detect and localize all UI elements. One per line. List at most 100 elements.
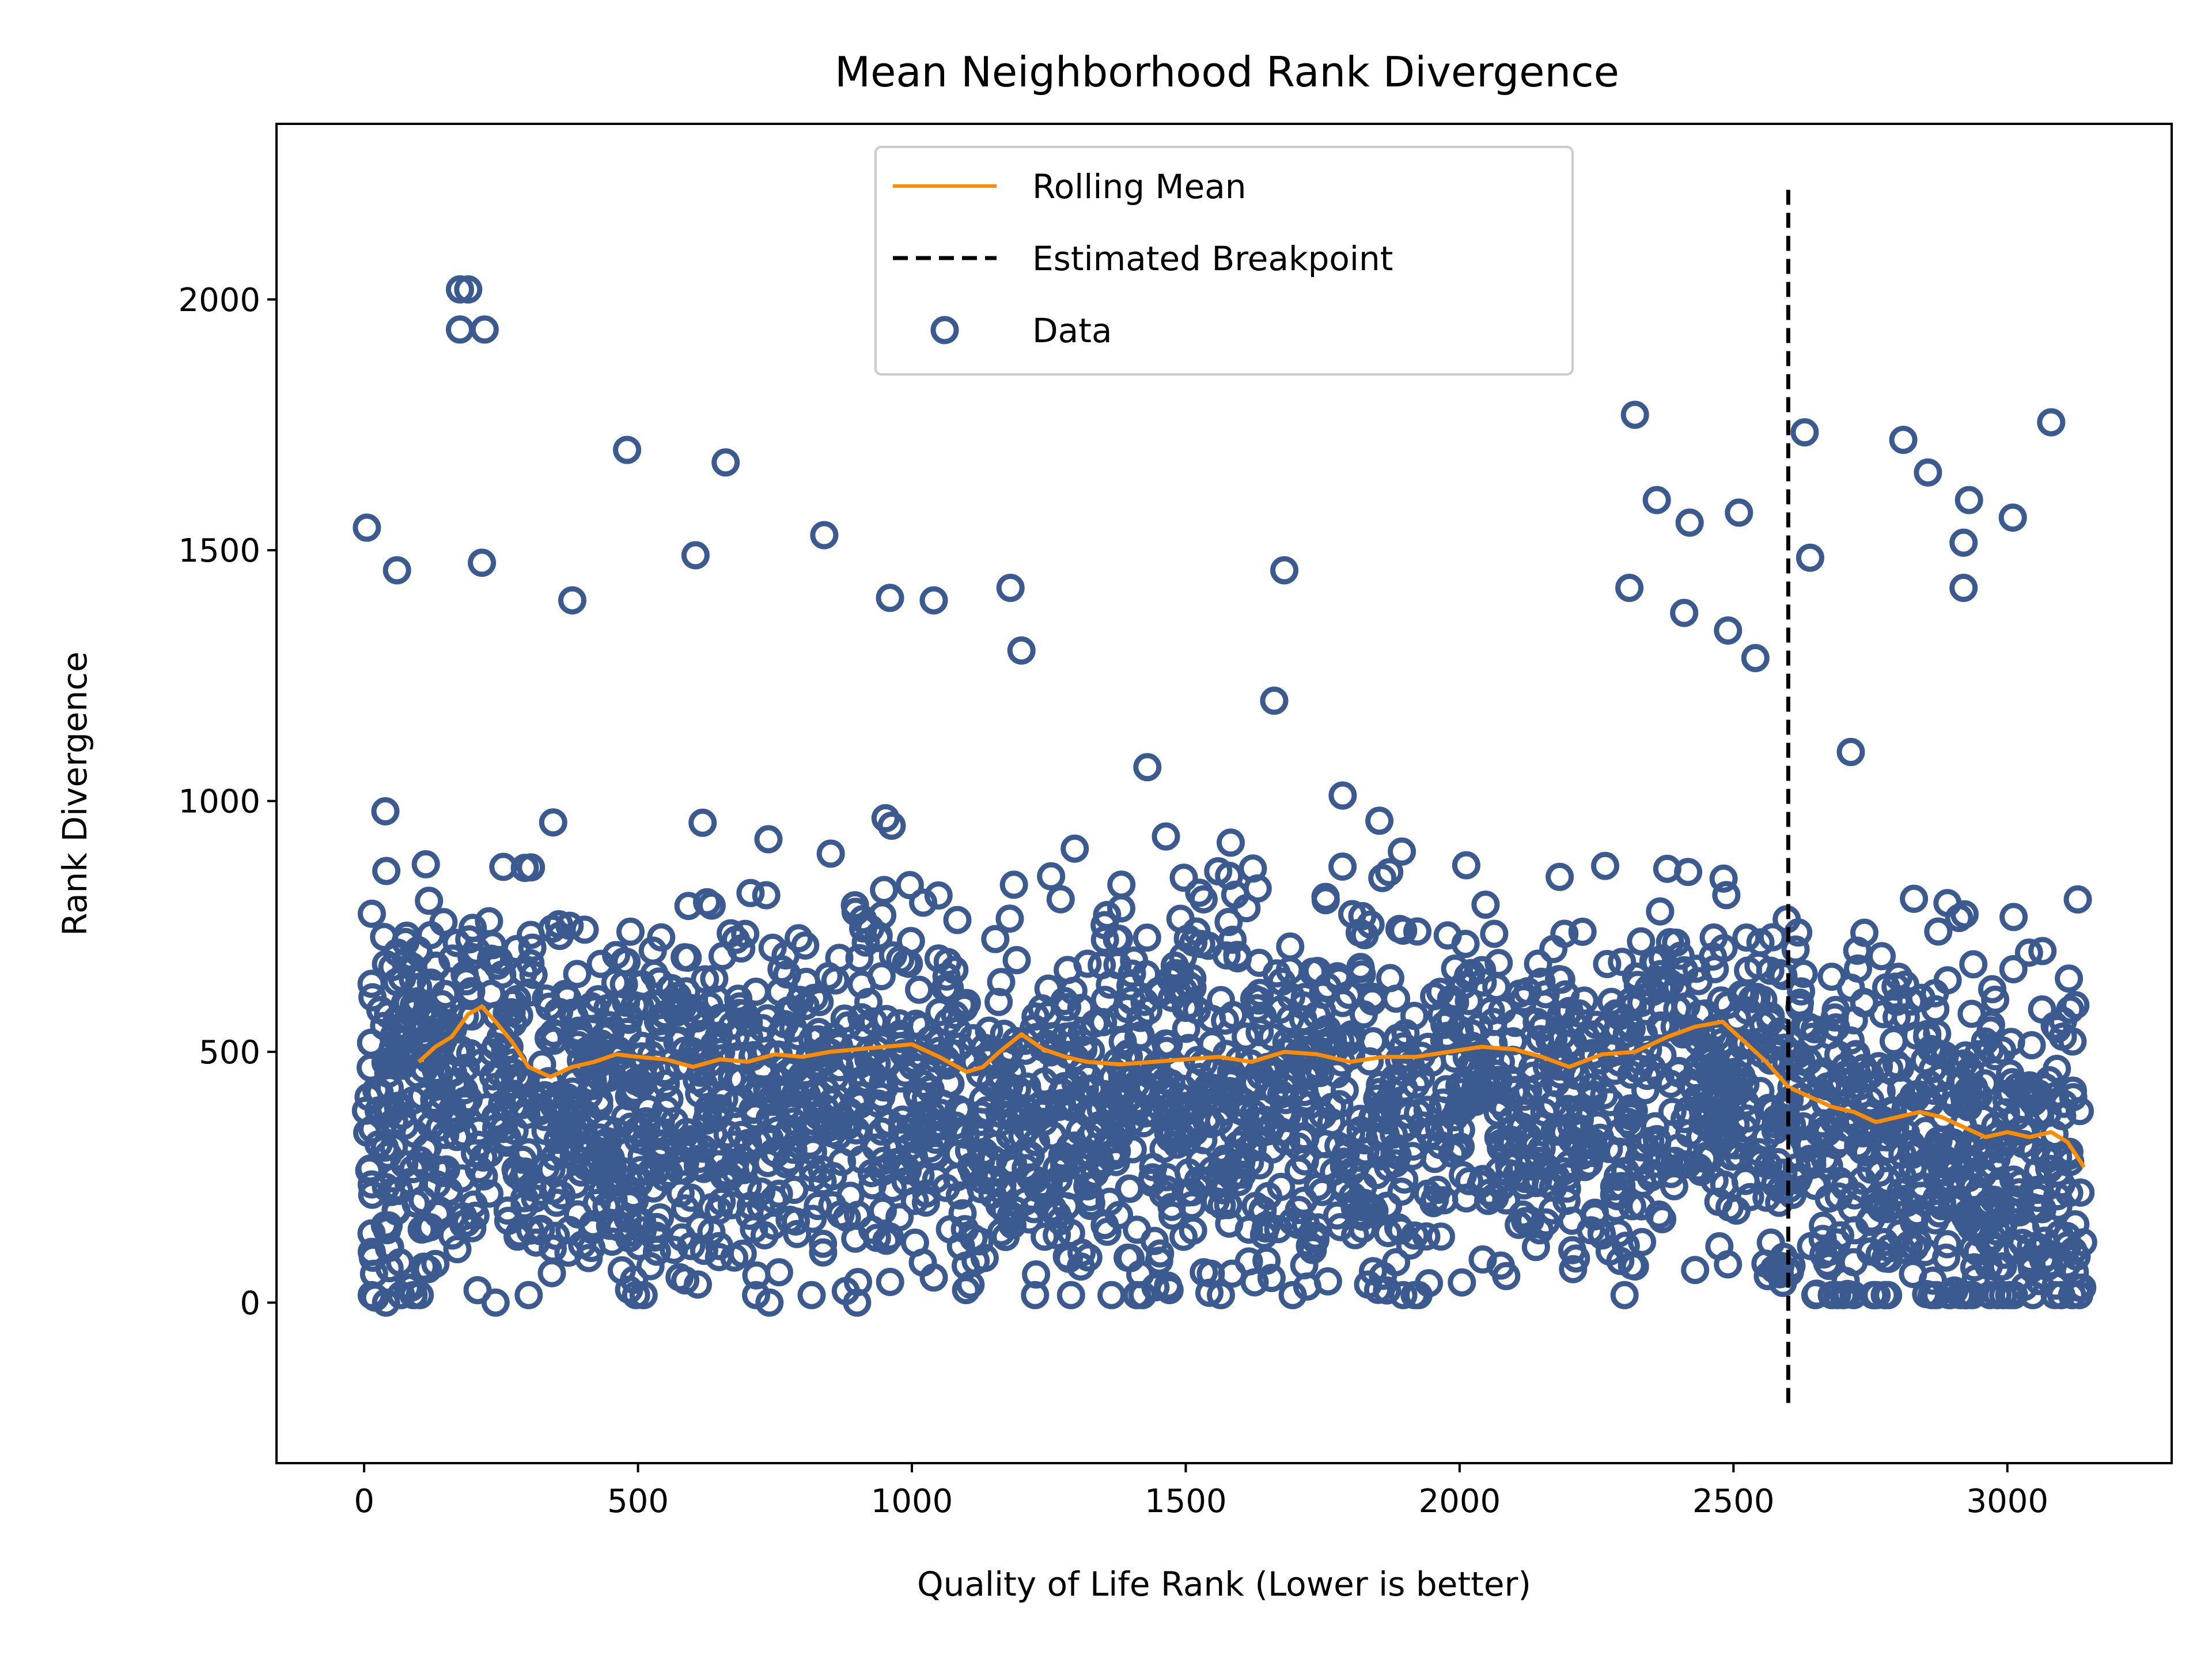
data-point: [1499, 1027, 1528, 1056]
data-point: [1289, 1005, 1317, 1033]
data-point: [1848, 1166, 1877, 1195]
data-point: [1617, 1060, 1646, 1089]
data-point: [382, 556, 411, 585]
data-point: [475, 907, 503, 935]
y-tick-label: 0: [240, 1285, 260, 1322]
data-point: [454, 275, 483, 304]
data-point: [1304, 1172, 1332, 1201]
data-point: [1660, 1012, 1689, 1041]
data-point: [2037, 408, 2066, 437]
data-point: [1590, 1081, 1619, 1109]
data-point: [1643, 1149, 1672, 1178]
data-point: [1116, 1108, 1145, 1137]
x-tick-label: 3000: [1966, 1483, 2048, 1520]
data-point: [1849, 1054, 1878, 1082]
data-point: [845, 944, 874, 972]
data-point: [688, 1152, 716, 1181]
data-point: [1445, 1015, 1474, 1044]
data-point: [1037, 862, 1066, 891]
data-point: [797, 1281, 826, 1309]
data-point: [1194, 931, 1223, 960]
data-point: [1709, 864, 1738, 893]
data-point: [1608, 948, 1637, 976]
legend-data-label: Data: [1032, 311, 1112, 350]
scatter-points: [351, 275, 2097, 1317]
data-point: [1421, 1145, 1449, 1173]
data-point: [895, 871, 924, 899]
data-point: [563, 1132, 592, 1161]
data-point: [1172, 1128, 1201, 1156]
data-point: [2059, 1237, 2088, 1265]
data-point: [481, 1288, 510, 1317]
data-point: [1190, 1166, 1218, 1195]
data-point: [885, 1148, 914, 1177]
data-point: [1511, 1207, 1540, 1236]
data-point: [1224, 1150, 1253, 1179]
data-point: [1789, 1112, 1817, 1141]
data-point: [1052, 1192, 1081, 1221]
data-point: [1524, 949, 1552, 978]
data-point: [393, 1273, 422, 1302]
data-point: [757, 1088, 786, 1116]
data-point: [1718, 1064, 1747, 1092]
data-point: [1275, 956, 1304, 985]
data-point: [547, 1135, 575, 1164]
data-point: [1932, 1243, 1960, 1272]
data-point: [774, 1058, 803, 1087]
data-point: [470, 315, 499, 344]
data-point: [1959, 1173, 1988, 1202]
data-point: [919, 1263, 948, 1292]
data-point: [1856, 1086, 1885, 1115]
data-point: [796, 1129, 824, 1158]
x-tick-label: 500: [607, 1483, 669, 1520]
data-point: [1808, 1225, 1837, 1253]
data-point: [1539, 1090, 1567, 1119]
data-point: [1595, 1237, 1624, 1266]
data-point: [700, 964, 729, 993]
data-point: [514, 1281, 543, 1309]
data-point: [809, 1238, 838, 1267]
data-point: [1376, 964, 1404, 993]
data-point: [652, 1096, 680, 1124]
data-point: [638, 936, 667, 965]
data-point: [911, 1188, 940, 1217]
data-point: [1007, 636, 1036, 665]
data-point: [1829, 1281, 1858, 1309]
data-point: [1328, 852, 1357, 881]
data-point: [1232, 1022, 1260, 1051]
data-point: [358, 983, 387, 1012]
data-point: [671, 943, 699, 972]
data-point: [1252, 1246, 1281, 1275]
data-point: [1313, 1267, 1342, 1296]
data-point: [2014, 938, 2043, 967]
data-point: [759, 1211, 787, 1240]
data-point: [1976, 1010, 2005, 1039]
data-point: [1900, 884, 1929, 913]
data-point: [1165, 959, 1194, 988]
data-point: [931, 1045, 960, 1074]
data-point: [1169, 863, 1198, 892]
data-point: [1207, 1281, 1235, 1309]
data-point: [1610, 1281, 1639, 1309]
data-point: [995, 1036, 1024, 1065]
data-point: [358, 899, 386, 928]
data-point: [742, 1261, 771, 1290]
data-point: [2003, 1073, 2032, 1101]
data-point: [1050, 987, 1079, 1016]
data-point: [449, 1210, 478, 1238]
data-point: [969, 1085, 997, 1114]
data-point: [704, 1196, 733, 1225]
legend-rolling-mean-label: Rolling Mean: [1032, 167, 1247, 206]
data-point: [1368, 863, 1397, 892]
data-point: [1166, 904, 1195, 933]
data-point: [1789, 1126, 1818, 1154]
x-axis-label: Quality of Life Rank (Lower is better): [917, 1565, 1531, 1604]
data-point: [1900, 1209, 1929, 1237]
x-tick-label: 1500: [1145, 1483, 1227, 1520]
data-point: [1539, 935, 1568, 963]
data-point: [1809, 1211, 1838, 1240]
data-point: [1671, 1105, 1699, 1134]
data-point: [892, 949, 921, 978]
data-point: [1454, 962, 1483, 990]
data-point: [2025, 1267, 2054, 1296]
